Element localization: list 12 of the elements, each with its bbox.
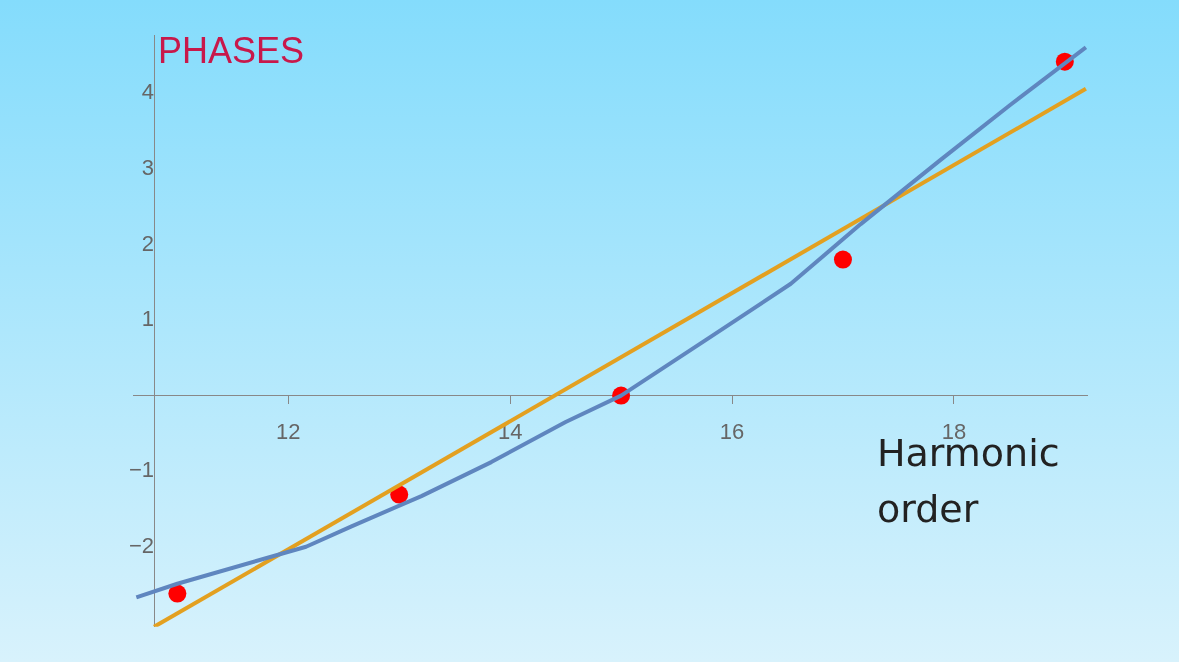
y-tick-label: 4 [141, 79, 155, 105]
point [168, 584, 187, 603]
y-tick-label: 1 [141, 306, 155, 332]
chart-title: PHASES [158, 29, 305, 71]
x-tick-label: 18 [941, 418, 967, 444]
x-tick-label: 16 [719, 418, 745, 444]
x-tick-label: 12 [276, 418, 301, 444]
y-tick-label: −2 [128, 532, 155, 558]
y-tick-label: 3 [141, 155, 155, 180]
y-tick-label: −1 [128, 457, 155, 483]
y-tick-label: 2 [141, 230, 155, 256]
point [833, 250, 852, 269]
